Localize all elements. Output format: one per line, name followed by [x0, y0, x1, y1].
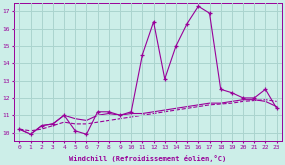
- X-axis label: Windchill (Refroidissement éolien,°C): Windchill (Refroidissement éolien,°C): [69, 155, 227, 162]
